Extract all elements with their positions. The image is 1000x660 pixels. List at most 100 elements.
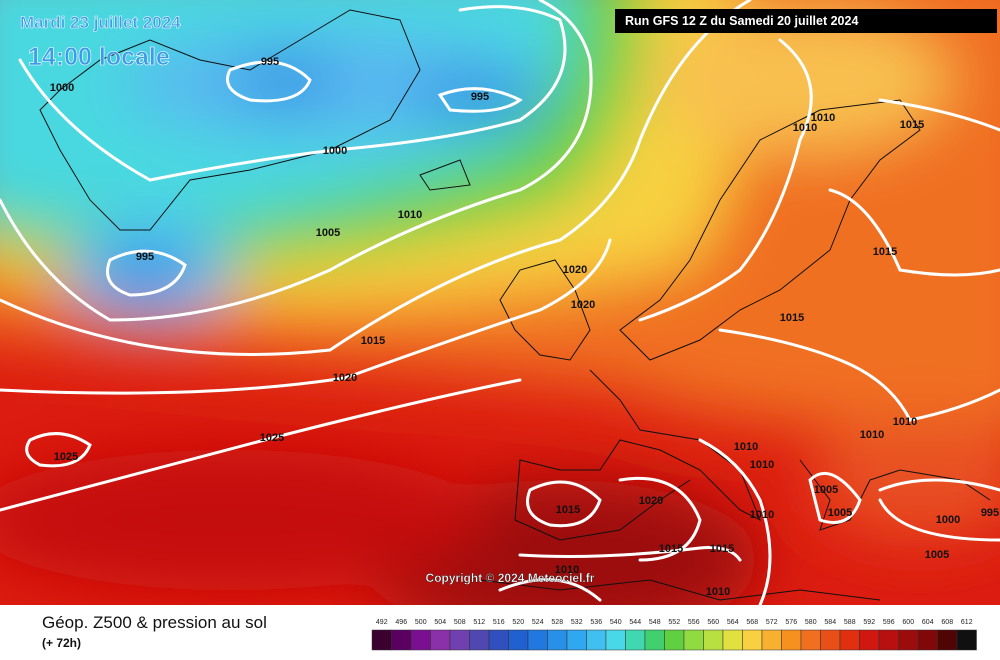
scale-label: 548 bbox=[649, 619, 661, 626]
scale-label: 600 bbox=[902, 619, 914, 626]
isobar-label: 1015 bbox=[710, 543, 734, 555]
scale-swatch bbox=[742, 629, 763, 651]
isobar-label: 1020 bbox=[333, 372, 357, 384]
isobar-label: 1010 bbox=[811, 112, 835, 124]
scale-swatch bbox=[761, 629, 782, 651]
scale-label: 556 bbox=[688, 619, 700, 626]
scale-label: 612 bbox=[961, 619, 973, 626]
scale-swatch bbox=[488, 629, 509, 651]
scale-swatch bbox=[683, 629, 704, 651]
scale-swatch bbox=[703, 629, 724, 651]
scale-label: 584 bbox=[824, 619, 836, 626]
run-info: Run GFS 12 Z du Samedi 20 juillet 2024 bbox=[625, 14, 858, 28]
scale-swatch bbox=[430, 629, 451, 651]
scale-label: 528 bbox=[551, 619, 563, 626]
isobar-label: 1005 bbox=[925, 549, 949, 561]
scale-swatch bbox=[391, 629, 412, 651]
isobar-label: 1020 bbox=[563, 264, 587, 276]
scale-label: 564 bbox=[727, 619, 739, 626]
isobars bbox=[0, 0, 1000, 605]
scale-label: 544 bbox=[629, 619, 641, 626]
scale-label: 576 bbox=[785, 619, 797, 626]
scale-label: 504 bbox=[434, 619, 446, 626]
scale-swatch bbox=[722, 629, 743, 651]
scale-swatch bbox=[898, 629, 919, 651]
scale-label: 492 bbox=[376, 619, 388, 626]
isobar-label: 995 bbox=[136, 251, 154, 263]
isobar-label: 995 bbox=[471, 91, 489, 103]
scale-label: 604 bbox=[922, 619, 934, 626]
scale-label: 512 bbox=[473, 619, 485, 626]
isobar-label: 1025 bbox=[260, 432, 284, 444]
isobar-label: 1000 bbox=[50, 82, 74, 94]
scale-label: 592 bbox=[863, 619, 875, 626]
isobar-label: 1025 bbox=[54, 451, 78, 463]
isobar-label: 1005 bbox=[316, 227, 340, 239]
scale-swatch bbox=[527, 629, 548, 651]
scale-swatch bbox=[625, 629, 646, 651]
scale-label: 524 bbox=[532, 619, 544, 626]
scale-label: 536 bbox=[590, 619, 602, 626]
scale-swatch bbox=[859, 629, 880, 651]
isobar-label: 1010 bbox=[793, 122, 817, 134]
scale-label: 572 bbox=[766, 619, 778, 626]
run-banner bbox=[615, 9, 997, 33]
isobar-label: 1015 bbox=[873, 246, 897, 258]
scale-label: 568 bbox=[746, 619, 758, 626]
isobar-label: 995 bbox=[981, 507, 999, 519]
scale-label: 508 bbox=[454, 619, 466, 626]
isobar-label: 1000 bbox=[936, 514, 960, 526]
isobar-label: 1015 bbox=[780, 312, 804, 324]
scale-swatch bbox=[605, 629, 626, 651]
scale-swatch bbox=[917, 629, 938, 651]
isobar-label: 1000 bbox=[323, 145, 347, 157]
isobar-label: 1015 bbox=[361, 335, 385, 347]
scale-label: 588 bbox=[844, 619, 856, 626]
isobar-label: 1015 bbox=[556, 504, 580, 516]
isobar-label: 1010 bbox=[750, 509, 774, 521]
scale-label: 560 bbox=[707, 619, 719, 626]
isobar-label: 1015 bbox=[900, 119, 924, 131]
copyright: Copyright © 2024 Meteociel.fr bbox=[426, 571, 595, 585]
coastlines bbox=[39, 9, 991, 601]
isobar-label: 995 bbox=[261, 56, 279, 68]
scale-label: 552 bbox=[668, 619, 680, 626]
scale-swatch bbox=[956, 629, 977, 651]
scale-label: 532 bbox=[571, 619, 583, 626]
isobar-label: 1010 bbox=[750, 459, 774, 471]
scale-swatch bbox=[547, 629, 568, 651]
scale-label: 580 bbox=[805, 619, 817, 626]
scale-swatch bbox=[371, 629, 392, 651]
isobar-label: 1020 bbox=[571, 299, 595, 311]
footer-lead: (+ 72h) bbox=[42, 636, 81, 650]
isobar-label: 1010 bbox=[398, 209, 422, 221]
scale-swatch bbox=[664, 629, 685, 651]
scale-swatch bbox=[781, 629, 802, 651]
footer-title: Géop. Z500 & pression au sol bbox=[42, 613, 267, 632]
scale-swatch bbox=[820, 629, 841, 651]
scale-label: 496 bbox=[395, 619, 407, 626]
forecast-date: Mardi 23 juillet 2024 bbox=[20, 13, 181, 32]
scale-swatch bbox=[586, 629, 607, 651]
isobar-label: 1015 bbox=[659, 543, 683, 555]
scale-swatch bbox=[449, 629, 470, 651]
scale-swatch bbox=[469, 629, 490, 651]
isobar-label: 1010 bbox=[860, 429, 884, 441]
isobar-label: 1010 bbox=[555, 564, 579, 576]
scale-swatch bbox=[508, 629, 529, 651]
isobar-label: 1005 bbox=[828, 507, 852, 519]
scale-swatch bbox=[410, 629, 431, 651]
isobar-label: 1020 bbox=[639, 495, 663, 507]
isobar-label: 1010 bbox=[893, 416, 917, 428]
forecast-time: 14:00 locale bbox=[28, 43, 170, 71]
scale-swatch bbox=[644, 629, 665, 651]
isobar-label: 1010 bbox=[734, 441, 758, 453]
isobar-label: 1005 bbox=[814, 484, 838, 496]
scale-label: 500 bbox=[415, 619, 427, 626]
color-scale: 492 496 500 504 508 512 516 520 524 528 532 536 540 5… bbox=[371, 619, 977, 651]
scale-label: 596 bbox=[883, 619, 895, 626]
scale-label: 520 bbox=[512, 619, 524, 626]
scale-swatch bbox=[566, 629, 587, 651]
